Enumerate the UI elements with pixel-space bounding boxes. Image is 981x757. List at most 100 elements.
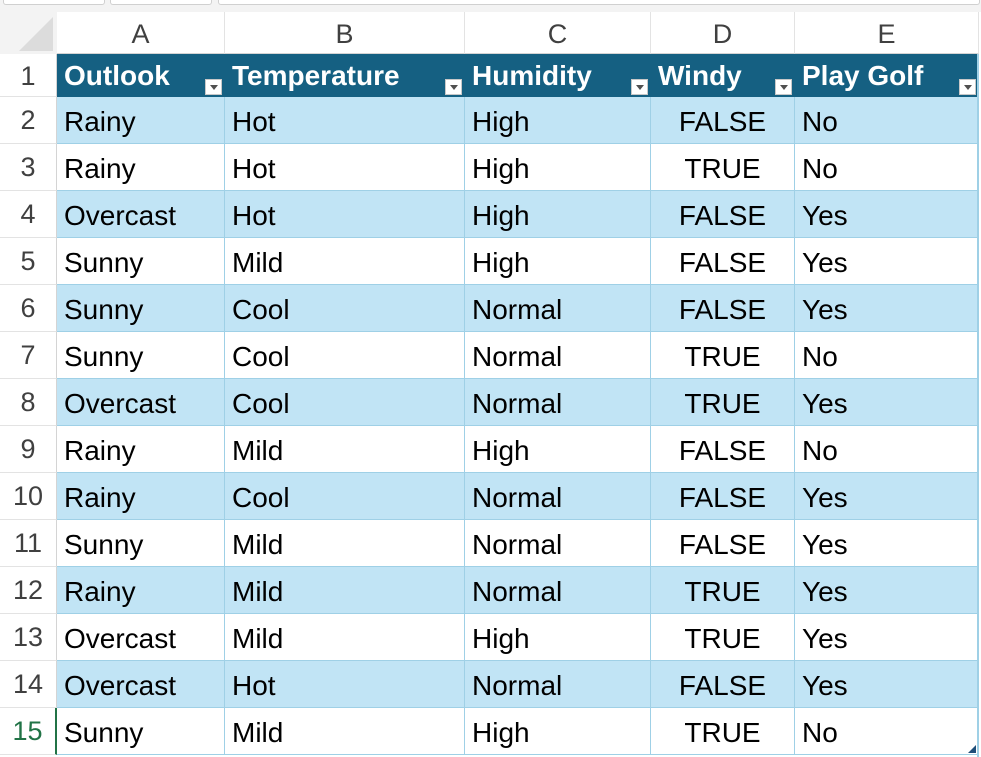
cell-c9[interactable]: High <box>465 426 651 473</box>
row-header-13[interactable]: 13 <box>0 614 57 661</box>
cell-d9[interactable]: FALSE <box>651 426 795 473</box>
cell-a13[interactable]: Overcast <box>57 614 225 661</box>
cell-d6[interactable]: FALSE <box>651 285 795 332</box>
cell-a3[interactable]: Rainy <box>57 144 225 191</box>
cell-c7[interactable]: Normal <box>465 332 651 379</box>
cell-d5[interactable]: FALSE <box>651 238 795 285</box>
header-cell-temperature[interactable]: Temperature <box>225 54 465 97</box>
cell-c10[interactable]: Normal <box>465 473 651 520</box>
column-header-d[interactable]: D <box>651 12 795 54</box>
cell-b14[interactable]: Hot <box>225 661 465 708</box>
cell-c12[interactable]: Normal <box>465 567 651 614</box>
cell-c11[interactable]: Normal <box>465 520 651 567</box>
column-header-a[interactable]: A <box>57 12 225 54</box>
row-header-9[interactable]: 9 <box>0 426 57 473</box>
cell-a14[interactable]: Overcast <box>57 661 225 708</box>
filter-dropdown-icon[interactable] <box>959 79 976 95</box>
header-cell-play-golf[interactable]: Play Golf <box>795 54 979 97</box>
filter-dropdown-icon[interactable] <box>775 79 792 95</box>
cell-d15[interactable]: TRUE <box>651 708 795 755</box>
row-header-14[interactable]: 14 <box>0 661 57 708</box>
cell-d4[interactable]: FALSE <box>651 191 795 238</box>
cell-b9[interactable]: Mild <box>225 426 465 473</box>
cell-d8[interactable]: TRUE <box>651 379 795 426</box>
row-header-1[interactable]: 1 <box>0 54 57 97</box>
tab-stub[interactable] <box>3 0 105 5</box>
cell-e5[interactable]: Yes <box>795 238 979 285</box>
row-header-2[interactable]: 2 <box>0 97 57 144</box>
cell-d10[interactable]: FALSE <box>651 473 795 520</box>
cell-b5[interactable]: Mild <box>225 238 465 285</box>
cell-c14[interactable]: Normal <box>465 661 651 708</box>
header-cell-windy[interactable]: Windy <box>651 54 795 97</box>
cell-c6[interactable]: Normal <box>465 285 651 332</box>
cell-d14[interactable]: FALSE <box>651 661 795 708</box>
cell-b11[interactable]: Mild <box>225 520 465 567</box>
row-header-15[interactable]: 15 <box>0 708 57 755</box>
column-header-b[interactable]: B <box>225 12 465 54</box>
cell-a8[interactable]: Overcast <box>57 379 225 426</box>
row-header-12[interactable]: 12 <box>0 567 57 614</box>
cell-b6[interactable]: Cool <box>225 285 465 332</box>
row-header-3[interactable]: 3 <box>0 144 57 191</box>
cell-d13[interactable]: TRUE <box>651 614 795 661</box>
cell-c5[interactable]: High <box>465 238 651 285</box>
row-header-11[interactable]: 11 <box>0 520 57 567</box>
cell-e10[interactable]: Yes <box>795 473 979 520</box>
cell-e3[interactable]: No <box>795 144 979 191</box>
cell-c13[interactable]: High <box>465 614 651 661</box>
cell-b4[interactable]: Hot <box>225 191 465 238</box>
table-resize-handle[interactable] <box>968 745 976 753</box>
cell-a6[interactable]: Sunny <box>57 285 225 332</box>
row-header-8[interactable]: 8 <box>0 379 57 426</box>
formula-bar-stub[interactable] <box>218 0 980 5</box>
cell-e14[interactable]: Yes <box>795 661 979 708</box>
cell-a11[interactable]: Sunny <box>57 520 225 567</box>
cell-b12[interactable]: Mild <box>225 567 465 614</box>
cell-a10[interactable]: Rainy <box>57 473 225 520</box>
cell-c15[interactable]: High <box>465 708 651 755</box>
cell-a9[interactable]: Rainy <box>57 426 225 473</box>
filter-dropdown-icon[interactable] <box>445 79 462 95</box>
cell-e11[interactable]: Yes <box>795 520 979 567</box>
cell-e9[interactable]: No <box>795 426 979 473</box>
select-all-corner[interactable] <box>0 12 57 54</box>
cell-e2[interactable]: No <box>795 97 979 144</box>
row-header-4[interactable]: 4 <box>0 191 57 238</box>
cell-b3[interactable]: Hot <box>225 144 465 191</box>
tab-stub[interactable] <box>110 0 212 5</box>
filter-dropdown-icon[interactable] <box>205 79 222 95</box>
cell-a15[interactable]: Sunny <box>57 708 225 755</box>
cell-a12[interactable]: Rainy <box>57 567 225 614</box>
cell-c4[interactable]: High <box>465 191 651 238</box>
row-header-6[interactable]: 6 <box>0 285 57 332</box>
cell-a7[interactable]: Sunny <box>57 332 225 379</box>
cell-b10[interactable]: Cool <box>225 473 465 520</box>
cell-d2[interactable]: FALSE <box>651 97 795 144</box>
cell-a4[interactable]: Overcast <box>57 191 225 238</box>
cell-a2[interactable]: Rainy <box>57 97 225 144</box>
row-header-7[interactable]: 7 <box>0 332 57 379</box>
header-cell-humidity[interactable]: Humidity <box>465 54 651 97</box>
cell-e8[interactable]: Yes <box>795 379 979 426</box>
cell-e13[interactable]: Yes <box>795 614 979 661</box>
header-cell-outlook[interactable]: Outlook <box>57 54 225 97</box>
column-header-e[interactable]: E <box>795 12 979 54</box>
filter-dropdown-icon[interactable] <box>631 79 648 95</box>
column-header-c[interactable]: C <box>465 12 651 54</box>
cell-b8[interactable]: Cool <box>225 379 465 426</box>
cell-b15[interactable]: Mild <box>225 708 465 755</box>
cell-e6[interactable]: Yes <box>795 285 979 332</box>
cell-d3[interactable]: TRUE <box>651 144 795 191</box>
cell-b13[interactable]: Mild <box>225 614 465 661</box>
row-header-5[interactable]: 5 <box>0 238 57 285</box>
cell-d11[interactable]: FALSE <box>651 520 795 567</box>
cell-c2[interactable]: High <box>465 97 651 144</box>
cell-d7[interactable]: TRUE <box>651 332 795 379</box>
cell-b2[interactable]: Hot <box>225 97 465 144</box>
cell-c8[interactable]: Normal <box>465 379 651 426</box>
cell-b7[interactable]: Cool <box>225 332 465 379</box>
cell-e15[interactable]: No <box>795 708 979 755</box>
cell-c3[interactable]: High <box>465 144 651 191</box>
cell-e7[interactable]: No <box>795 332 979 379</box>
